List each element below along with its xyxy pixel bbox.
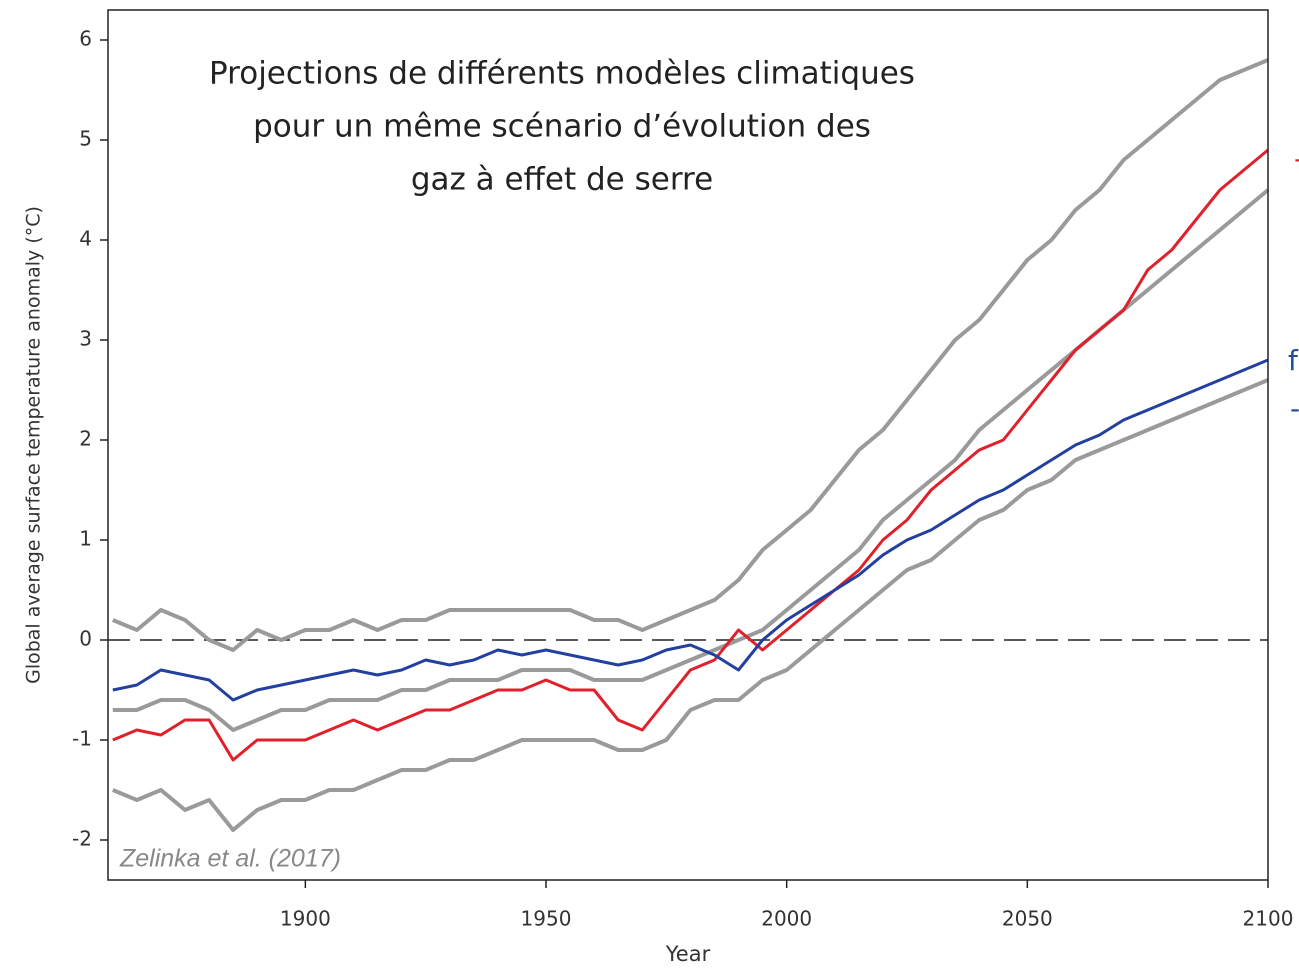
chart-title: Projections de différents modèles climat… (209, 56, 915, 92)
plot-frame (107, 9, 1269, 881)
x-tick-label: 1950 (521, 907, 572, 931)
y-axis-label: Global average surface temperature anoma… (23, 206, 45, 684)
chart-title: pour un même scénario d’évolution des (253, 109, 871, 145)
x-axis-label: Year (665, 942, 711, 966)
y-tick-label: 0 (79, 627, 92, 651)
chart-title: gaz à effet de serre (411, 162, 713, 198)
y-tick-label: 5 (79, 127, 92, 151)
y-tick-label: 4 (79, 227, 92, 251)
x-tick-label: 2100 (1243, 907, 1294, 931)
y-tick-label: 1 (79, 527, 92, 551)
y-tick-label: -2 (72, 827, 92, 851)
annotation: f (1288, 344, 1299, 377)
series-line (112, 58, 1269, 652)
series-line (112, 378, 1269, 832)
y-tick-label: 2 (79, 427, 92, 451)
x-tick-label: 2000 (761, 907, 812, 931)
series-line (112, 358, 1269, 702)
x-tick-label: 1900 (280, 907, 331, 931)
series-line (112, 148, 1269, 762)
y-tick-label: 6 (79, 27, 92, 51)
annotation: - (1290, 392, 1299, 425)
annotation: - (1294, 142, 1299, 175)
y-tick-label: 3 (79, 327, 92, 351)
y-tick-label: -1 (72, 727, 92, 751)
source: Zelinka et al. (2017) (119, 845, 341, 873)
series-line (112, 188, 1270, 732)
x-tick-label: 2050 (1002, 907, 1053, 931)
